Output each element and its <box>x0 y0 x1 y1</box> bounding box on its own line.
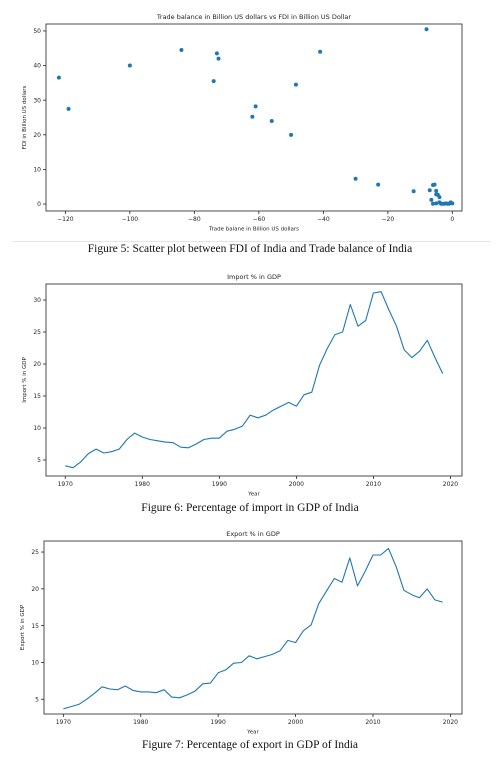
y-tick-label: 30 <box>33 97 41 104</box>
y-tick-label: 15 <box>33 393 41 400</box>
x-tick-label: −120 <box>57 216 74 223</box>
scatter-point <box>214 51 219 56</box>
x-tick-label: 1990 <box>212 481 227 488</box>
scatter-point <box>179 47 184 52</box>
x-tick-label: 2000 <box>288 719 303 726</box>
x-tick-label: 1970 <box>58 481 73 488</box>
y-tick-label: 15 <box>31 623 39 630</box>
scatter-point <box>269 118 274 123</box>
y-tick-label: 20 <box>33 361 41 368</box>
x-axis-label: Year <box>247 492 260 498</box>
y-tick-label: 10 <box>33 167 41 174</box>
y-tick-label: 20 <box>33 132 41 139</box>
scatter-point <box>289 132 294 137</box>
y-tick-label: 25 <box>31 549 39 556</box>
x-axis-label: Trade balane in Billion US dollars <box>208 227 299 233</box>
scatter-point <box>211 79 216 84</box>
x-tick-label: 1990 <box>211 719 226 726</box>
scatter-point <box>376 182 381 187</box>
line-series <box>63 547 443 710</box>
y-axis-label: FDI in Billion US dollars <box>22 86 28 150</box>
line-series <box>65 291 444 469</box>
scatter-point <box>66 106 71 111</box>
x-tick-label: −20 <box>381 216 394 223</box>
scatter-point <box>411 189 416 194</box>
scatter-point <box>293 82 298 87</box>
x-tick-label: 2000 <box>289 481 304 488</box>
x-tick-label: −40 <box>317 216 330 223</box>
scatter-point <box>437 195 442 200</box>
y-tick-label: 10 <box>31 660 39 667</box>
scatter-point <box>250 114 255 119</box>
scatter-point <box>424 27 429 32</box>
scatter-point <box>216 56 221 61</box>
scatter-point <box>432 182 437 187</box>
figure6-caption: Figure 6: Percentage of import in GDP of… <box>141 502 359 514</box>
divider <box>12 241 490 242</box>
y-tick-label: 5 <box>37 457 41 464</box>
y-tick-label: 25 <box>33 329 41 336</box>
scatter-point <box>429 197 434 202</box>
x-tick-label: 1980 <box>135 481 150 488</box>
chart-title: Export % in GDP <box>226 530 280 538</box>
scatter-point <box>434 188 439 193</box>
scatter-point <box>127 63 132 68</box>
scatter-point <box>434 192 439 197</box>
plot-frame <box>45 283 463 477</box>
x-tick-label: −60 <box>253 216 266 223</box>
chart-title: Trade balance in Billion US dollars vs F… <box>156 13 352 21</box>
y-axis-label: Export % in GDP <box>20 604 26 650</box>
scatter-point <box>450 201 455 206</box>
y-tick-label: 30 <box>33 297 41 304</box>
x-tick-label: 2010 <box>365 719 380 726</box>
x-tick-label: 1970 <box>56 719 71 726</box>
scatter-point <box>353 176 358 181</box>
x-tick-label: 2010 <box>366 481 381 488</box>
scatter-point <box>253 104 258 109</box>
y-tick-label: 10 <box>33 425 41 432</box>
y-tick-label: 40 <box>33 63 41 70</box>
scatter-point <box>318 49 323 54</box>
chart-title: Import % in GDP <box>227 273 281 281</box>
x-tick-label: −100 <box>122 216 139 223</box>
y-tick-label: 5 <box>35 696 39 703</box>
scatter-point <box>430 201 435 206</box>
scatter-point <box>434 201 439 206</box>
chart-trade-vs-fdi: Trade balance in Billion US dollars vs F… <box>22 13 463 233</box>
y-tick-label: 0 <box>37 201 41 208</box>
scatter-point <box>56 75 61 80</box>
figure5-caption: Figure 5: Scatter plot between FDI of In… <box>87 243 413 255</box>
x-tick-label: 2020 <box>443 719 458 726</box>
plot-frame <box>45 23 463 212</box>
y-tick-label: 50 <box>33 28 41 35</box>
x-tick-label: −80 <box>188 216 201 223</box>
y-axis-label: Import % in GDP <box>22 357 28 403</box>
x-tick-label: 0 <box>450 216 454 223</box>
x-tick-label: 1980 <box>133 719 148 726</box>
y-tick-label: 20 <box>31 586 39 593</box>
figure7-caption: Figure 7: Percentage of export in GDP of… <box>141 739 359 751</box>
x-tick-label: 2020 <box>443 481 458 488</box>
plot-frame <box>43 540 463 715</box>
scatter-point <box>427 188 432 193</box>
x-axis-label: Year <box>246 730 259 736</box>
